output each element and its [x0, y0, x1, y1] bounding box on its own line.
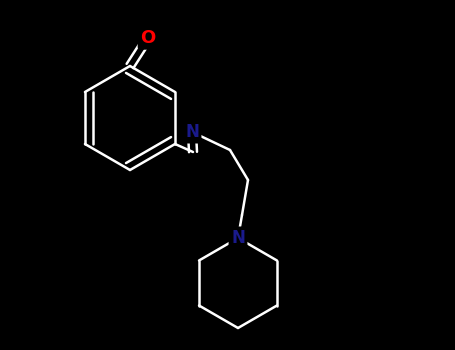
Text: O: O — [141, 29, 156, 47]
Text: N: N — [185, 123, 199, 141]
Text: N: N — [231, 229, 245, 247]
